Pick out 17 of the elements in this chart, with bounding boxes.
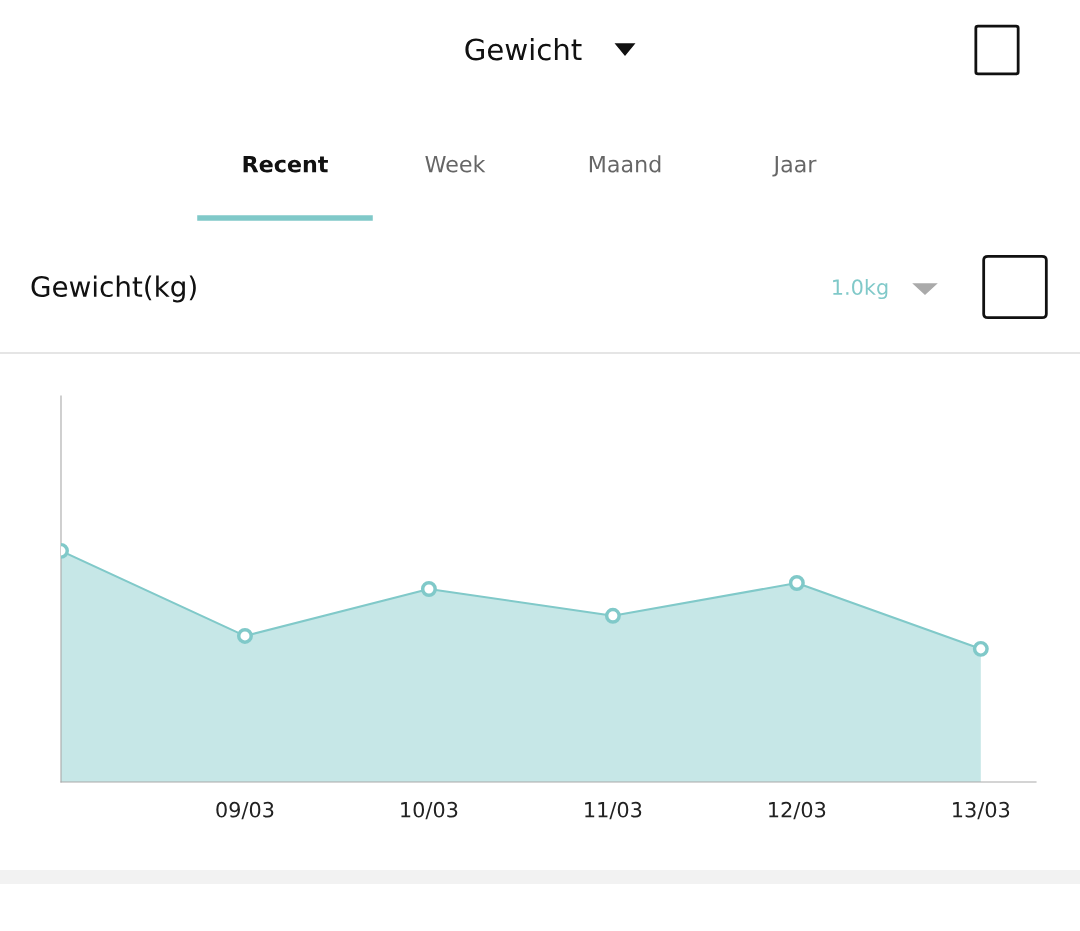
point [420,581,437,597]
text: Maand [589,155,661,173]
x-tick-label: 10/03 [401,801,458,820]
text: Week [425,155,486,173]
text: Recent [243,155,328,173]
point [604,607,621,624]
text: Jaar [772,155,817,177]
point [788,575,805,591]
text: 1.0kg [833,278,888,300]
point [972,640,989,657]
x-tick-label: 12/03 [769,801,826,820]
point [236,627,253,644]
x-tick-label: 11/03 [585,801,642,820]
chart-title: Gewicht [465,37,582,61]
chart-subtitle: Gewicht(kg) [31,275,196,303]
x-tick-label: 13/03 [953,801,1010,820]
x-tick-label: 09/03 [216,801,274,820]
